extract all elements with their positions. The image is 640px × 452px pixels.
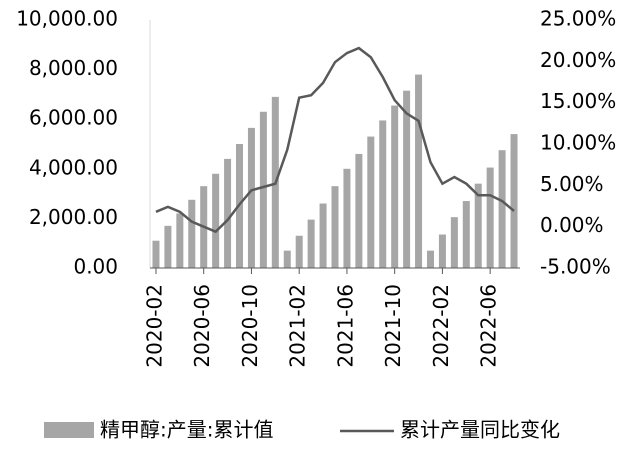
legend-label: 累计产量同比变化 [400,418,560,442]
bar [343,168,351,268]
bar [188,199,196,268]
bar [152,240,160,268]
y2-tick-label: 25.00% [540,7,616,31]
bar [498,150,506,268]
x-tick-label: 2020-02 [142,284,166,368]
y-tick-label: 0.00 [73,255,118,279]
y2-tick-label: 20.00% [540,48,616,72]
bar [212,173,220,268]
x-tick-label: 2020-10 [238,284,262,368]
x-tick-label: 2021-02 [286,284,310,368]
y2-tick-label: 10.00% [540,131,616,155]
legend-swatch [44,422,94,438]
bar [307,219,315,268]
x-tick-label: 2022-06 [477,284,501,368]
bar [367,136,375,268]
y2-tick-label: 15.00% [540,89,616,113]
bar [164,225,172,268]
bar [355,153,363,268]
bar [247,127,255,268]
bar [462,201,470,268]
y-tick-label: 10,000.00 [16,7,118,31]
bar [510,134,518,268]
bar [403,90,411,269]
bar [379,120,387,268]
x-tick-label: 2022-02 [429,284,453,368]
x-tick-label: 2021-10 [381,284,405,368]
bar [295,235,303,268]
bar [224,158,232,268]
y-tick-label: 8,000.00 [29,56,118,80]
y2-tick-label: 5.00% [540,172,604,196]
bar [259,111,267,268]
bar [319,203,327,268]
x-tick-label: 2020-06 [190,284,214,368]
bar [450,217,458,268]
y2-tick-label: -5.00% [540,255,611,279]
bar [415,74,423,268]
bar [426,250,434,268]
line [155,46,515,234]
bar [391,105,399,268]
bar [474,183,482,268]
bar [176,213,184,268]
bar [438,234,446,268]
y-tick-label: 2,000.00 [29,205,118,229]
bar [331,186,339,268]
bar [283,250,291,268]
y-tick-label: 6,000.00 [29,106,118,130]
x-tick-label: 2021-06 [333,284,357,368]
bar [486,167,494,268]
legend-label: 精甲醇:产量:累计值 [100,418,273,442]
y2-tick-label: 0.00% [540,213,604,237]
y-tick-label: 4,000.00 [29,155,118,179]
